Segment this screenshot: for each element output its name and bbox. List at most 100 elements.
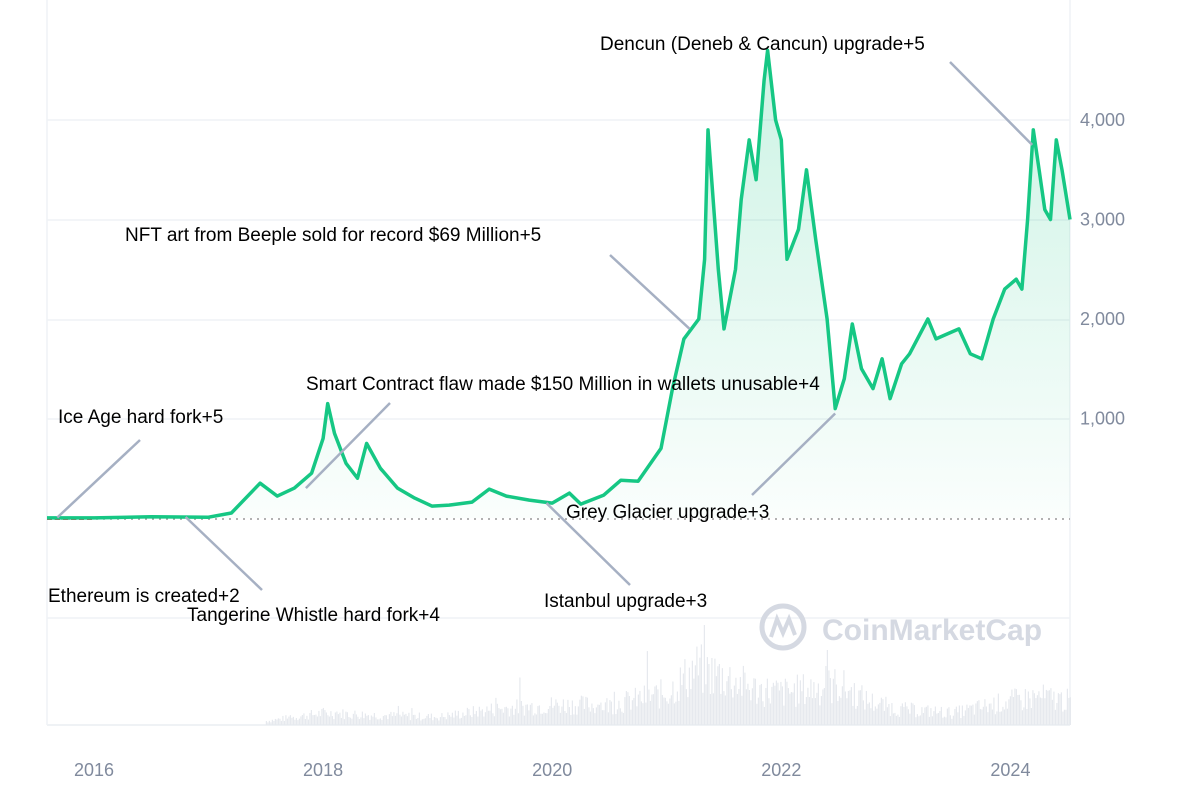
volume-bar xyxy=(723,691,725,725)
volume-bar xyxy=(525,704,527,725)
volume-bar xyxy=(1011,689,1013,725)
volume-bar xyxy=(754,678,757,725)
volume-bar xyxy=(982,706,985,725)
volume-bar xyxy=(625,691,628,725)
volume-bar xyxy=(538,705,541,725)
volume-bar xyxy=(777,682,779,725)
volume-bar xyxy=(319,716,322,725)
volume-bar xyxy=(976,701,979,725)
volume-bar xyxy=(874,706,877,725)
volume-bar xyxy=(747,683,749,725)
volume-bar xyxy=(310,710,313,725)
volume-bar xyxy=(822,689,824,725)
volume-bar xyxy=(448,715,451,725)
volume-bar xyxy=(669,698,671,725)
volume-bar xyxy=(505,706,508,725)
volume-bar xyxy=(400,716,403,725)
volume-bar xyxy=(600,702,602,725)
volume-bar xyxy=(993,697,995,725)
volume-bar xyxy=(867,703,869,725)
volume-bar xyxy=(715,676,718,725)
volume-bar xyxy=(654,686,656,725)
volume-bar xyxy=(727,676,730,725)
volume-bar xyxy=(541,713,544,725)
volume-bar xyxy=(495,697,497,725)
volume-bar xyxy=(514,708,517,725)
volume-bar xyxy=(351,718,353,725)
volume-bar xyxy=(415,718,418,725)
annotation-label: NFT art from Beeple sold for record $69 … xyxy=(125,225,541,246)
volume-bar xyxy=(592,708,595,725)
volume-bar xyxy=(1024,689,1027,725)
volume-bar xyxy=(954,708,956,725)
volume-bar xyxy=(585,696,587,725)
volume-bar xyxy=(546,713,548,725)
volume-bar xyxy=(897,714,899,725)
volume-bar xyxy=(922,712,925,725)
annotation-label: Istanbul upgrade+3 xyxy=(544,591,707,612)
volume-bar xyxy=(340,717,343,725)
volume-bar xyxy=(486,706,488,725)
volume-bar xyxy=(391,716,394,725)
volume-bar xyxy=(1017,695,1019,725)
volume-bar xyxy=(628,696,631,725)
volume-bar xyxy=(1014,688,1016,725)
volume-bar xyxy=(955,706,958,725)
volume-bar xyxy=(358,719,361,725)
volume-bar xyxy=(991,709,994,725)
volume-bar xyxy=(990,703,992,725)
volume-bar xyxy=(1062,711,1064,725)
volume-bar xyxy=(730,689,733,725)
volume-bar xyxy=(597,704,599,725)
volume-bar xyxy=(840,697,842,725)
volume-bar xyxy=(567,699,569,725)
volume-bar xyxy=(876,708,878,725)
volume-bar xyxy=(421,719,424,725)
volume-bar xyxy=(291,717,293,725)
volume-bar xyxy=(693,678,695,725)
volume-bar xyxy=(1060,692,1063,725)
volume-bar xyxy=(831,703,833,725)
volume-bar xyxy=(744,672,746,725)
volume-bar xyxy=(925,706,928,725)
volume-bar xyxy=(493,716,496,725)
volume-bar xyxy=(544,713,547,725)
volume-bar xyxy=(978,700,980,725)
volume-bar xyxy=(687,697,689,725)
coinmarketcap-logo-icon xyxy=(759,603,807,651)
volume-bar xyxy=(696,646,698,725)
volume-bar xyxy=(933,711,935,725)
volume-bar xyxy=(648,689,650,725)
volume-bar xyxy=(508,716,511,725)
volume-bar xyxy=(562,699,565,725)
volume-bar xyxy=(366,715,368,725)
volume-bar xyxy=(804,704,806,725)
price-line xyxy=(47,48,1072,520)
volume-bar xyxy=(324,710,326,725)
volume-bar xyxy=(355,714,358,725)
volume-bar xyxy=(739,677,742,725)
volume-bar xyxy=(916,714,919,725)
volume-bar xyxy=(418,712,421,725)
volume-bar xyxy=(651,694,653,725)
volume-bar xyxy=(549,705,551,725)
x-tick-label: 2016 xyxy=(74,760,114,780)
volume-bar xyxy=(385,715,388,725)
volume-bar xyxy=(820,696,823,725)
volume-bar xyxy=(721,668,724,725)
volume-bar xyxy=(336,711,338,725)
volume-bar xyxy=(354,710,356,725)
volume-bar xyxy=(487,710,490,725)
volume-bar xyxy=(936,713,938,725)
volume-bar xyxy=(331,716,334,725)
volume-bar xyxy=(1029,698,1031,725)
volume-bar xyxy=(424,718,427,725)
volume-bar xyxy=(630,709,632,725)
volume-bar xyxy=(390,711,392,725)
volume-bar xyxy=(645,702,647,725)
volume-bar xyxy=(705,684,707,725)
volume-bar xyxy=(471,716,473,725)
volume-bar xyxy=(907,709,910,725)
volume-bar xyxy=(850,687,853,725)
